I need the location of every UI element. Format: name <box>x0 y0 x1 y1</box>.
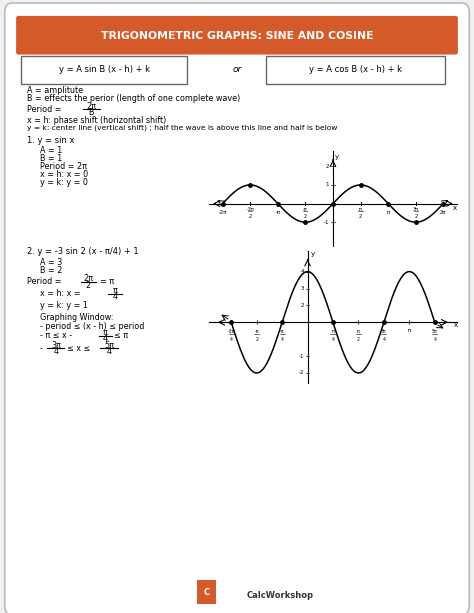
Text: y = A cos B (x - h) + k: y = A cos B (x - h) + k <box>309 66 402 74</box>
Text: Period =: Period = <box>27 105 64 113</box>
Text: 1. y = sin x: 1. y = sin x <box>27 136 75 145</box>
FancyBboxPatch shape <box>5 3 469 613</box>
Text: π: π <box>331 329 335 334</box>
Text: π: π <box>359 207 362 212</box>
Text: π: π <box>408 328 411 333</box>
Text: 4: 4 <box>230 337 233 341</box>
Text: Period =: Period = <box>27 278 64 286</box>
Text: 5π: 5π <box>432 329 438 334</box>
Text: 2: 2 <box>249 214 252 219</box>
Text: -π: -π <box>255 329 259 334</box>
Text: 3π: 3π <box>413 207 419 212</box>
Text: ≤ x ≤: ≤ x ≤ <box>67 344 93 352</box>
Text: 4: 4 <box>433 337 436 341</box>
Text: -π: -π <box>303 207 308 212</box>
Text: 2π: 2π <box>83 275 93 283</box>
Text: x: x <box>454 322 458 329</box>
Text: 4: 4 <box>383 337 385 341</box>
Text: 4: 4 <box>107 347 111 356</box>
Text: B = 2: B = 2 <box>40 266 63 275</box>
Text: 1: 1 <box>326 183 329 188</box>
Text: 2. y = -3 sin 2 (x - π/4) + 1: 2. y = -3 sin 2 (x - π/4) + 1 <box>27 247 139 256</box>
Text: 4: 4 <box>301 269 304 274</box>
Text: π: π <box>113 286 118 295</box>
Text: x = h: phase shift (horizontal shift): x = h: phase shift (horizontal shift) <box>27 116 167 125</box>
Text: 3: 3 <box>301 286 304 291</box>
Text: 4: 4 <box>103 335 108 343</box>
Text: A = 3: A = 3 <box>40 258 63 267</box>
Text: - π ≤ x -: - π ≤ x - <box>40 332 75 340</box>
FancyBboxPatch shape <box>16 16 458 55</box>
Text: -π: -π <box>280 329 284 334</box>
Text: -1: -1 <box>299 354 304 359</box>
Text: 4: 4 <box>331 337 335 341</box>
Text: 3π: 3π <box>51 341 61 349</box>
Text: 4: 4 <box>54 347 58 356</box>
Text: 5π: 5π <box>104 341 114 349</box>
FancyBboxPatch shape <box>266 56 445 84</box>
Text: A = amplitute: A = amplitute <box>27 86 83 95</box>
Text: A = 1: A = 1 <box>40 147 63 155</box>
Text: -2: -2 <box>299 370 304 376</box>
Text: B = 1: B = 1 <box>40 154 63 163</box>
Text: 2π: 2π <box>440 210 447 215</box>
Text: TRIGONOMETRIC GRAPHS: SINE AND COSINE: TRIGONOMETRIC GRAPHS: SINE AND COSINE <box>101 31 373 40</box>
Text: B = effects the perior (length of one complete wave): B = effects the perior (length of one co… <box>27 94 241 102</box>
Text: -1: -1 <box>324 219 329 225</box>
Text: -π: -π <box>275 210 280 215</box>
Text: y = k: y = 1: y = k: y = 1 <box>40 301 88 310</box>
Text: = π: = π <box>100 278 114 286</box>
Text: 2: 2 <box>359 214 362 219</box>
Text: or: or <box>232 66 242 74</box>
Text: -2π: -2π <box>219 210 227 215</box>
Text: -3π: -3π <box>246 207 254 212</box>
Text: 4: 4 <box>113 292 118 301</box>
Text: y = A sin B (x - h) + k: y = A sin B (x - h) + k <box>59 66 150 74</box>
Text: y: y <box>335 154 338 160</box>
Text: y = k: y = 0: y = k: y = 0 <box>40 178 88 187</box>
Text: 2: 2 <box>414 214 417 219</box>
Text: 2: 2 <box>357 337 360 341</box>
Text: π: π <box>387 210 390 215</box>
Text: - period ≤ (x - h) ≤ period: - period ≤ (x - h) ≤ period <box>40 322 145 330</box>
FancyBboxPatch shape <box>21 56 187 84</box>
Text: -: - <box>40 344 46 352</box>
Text: y = k: center line (vertical shift) ; half the wave is above this line and half : y = k: center line (vertical shift) ; ha… <box>27 125 338 131</box>
Text: x = h: x =: x = h: x = <box>40 289 83 298</box>
Text: y: y <box>310 251 314 257</box>
Text: 2: 2 <box>255 337 258 341</box>
Text: ≤ π: ≤ π <box>114 332 128 340</box>
Text: CalcWorkshop: CalcWorkshop <box>246 592 313 600</box>
Text: 3π: 3π <box>381 329 387 334</box>
Text: π: π <box>103 329 108 337</box>
Text: 2: 2 <box>304 214 307 219</box>
Text: 4: 4 <box>281 337 283 341</box>
Text: Graphing Window:: Graphing Window: <box>40 313 114 322</box>
Text: x = h: x = 0: x = h: x = 0 <box>40 170 89 179</box>
Text: Period = 2π: Period = 2π <box>40 162 87 171</box>
Text: 2π: 2π <box>86 102 97 110</box>
Text: 2: 2 <box>301 303 304 308</box>
Text: C: C <box>203 588 209 596</box>
Text: -3π: -3π <box>228 329 235 334</box>
Text: x: x <box>453 205 457 211</box>
Text: 2: 2 <box>326 164 329 169</box>
Text: π: π <box>357 329 360 334</box>
Text: 2: 2 <box>86 281 91 289</box>
Text: B: B <box>89 108 94 116</box>
